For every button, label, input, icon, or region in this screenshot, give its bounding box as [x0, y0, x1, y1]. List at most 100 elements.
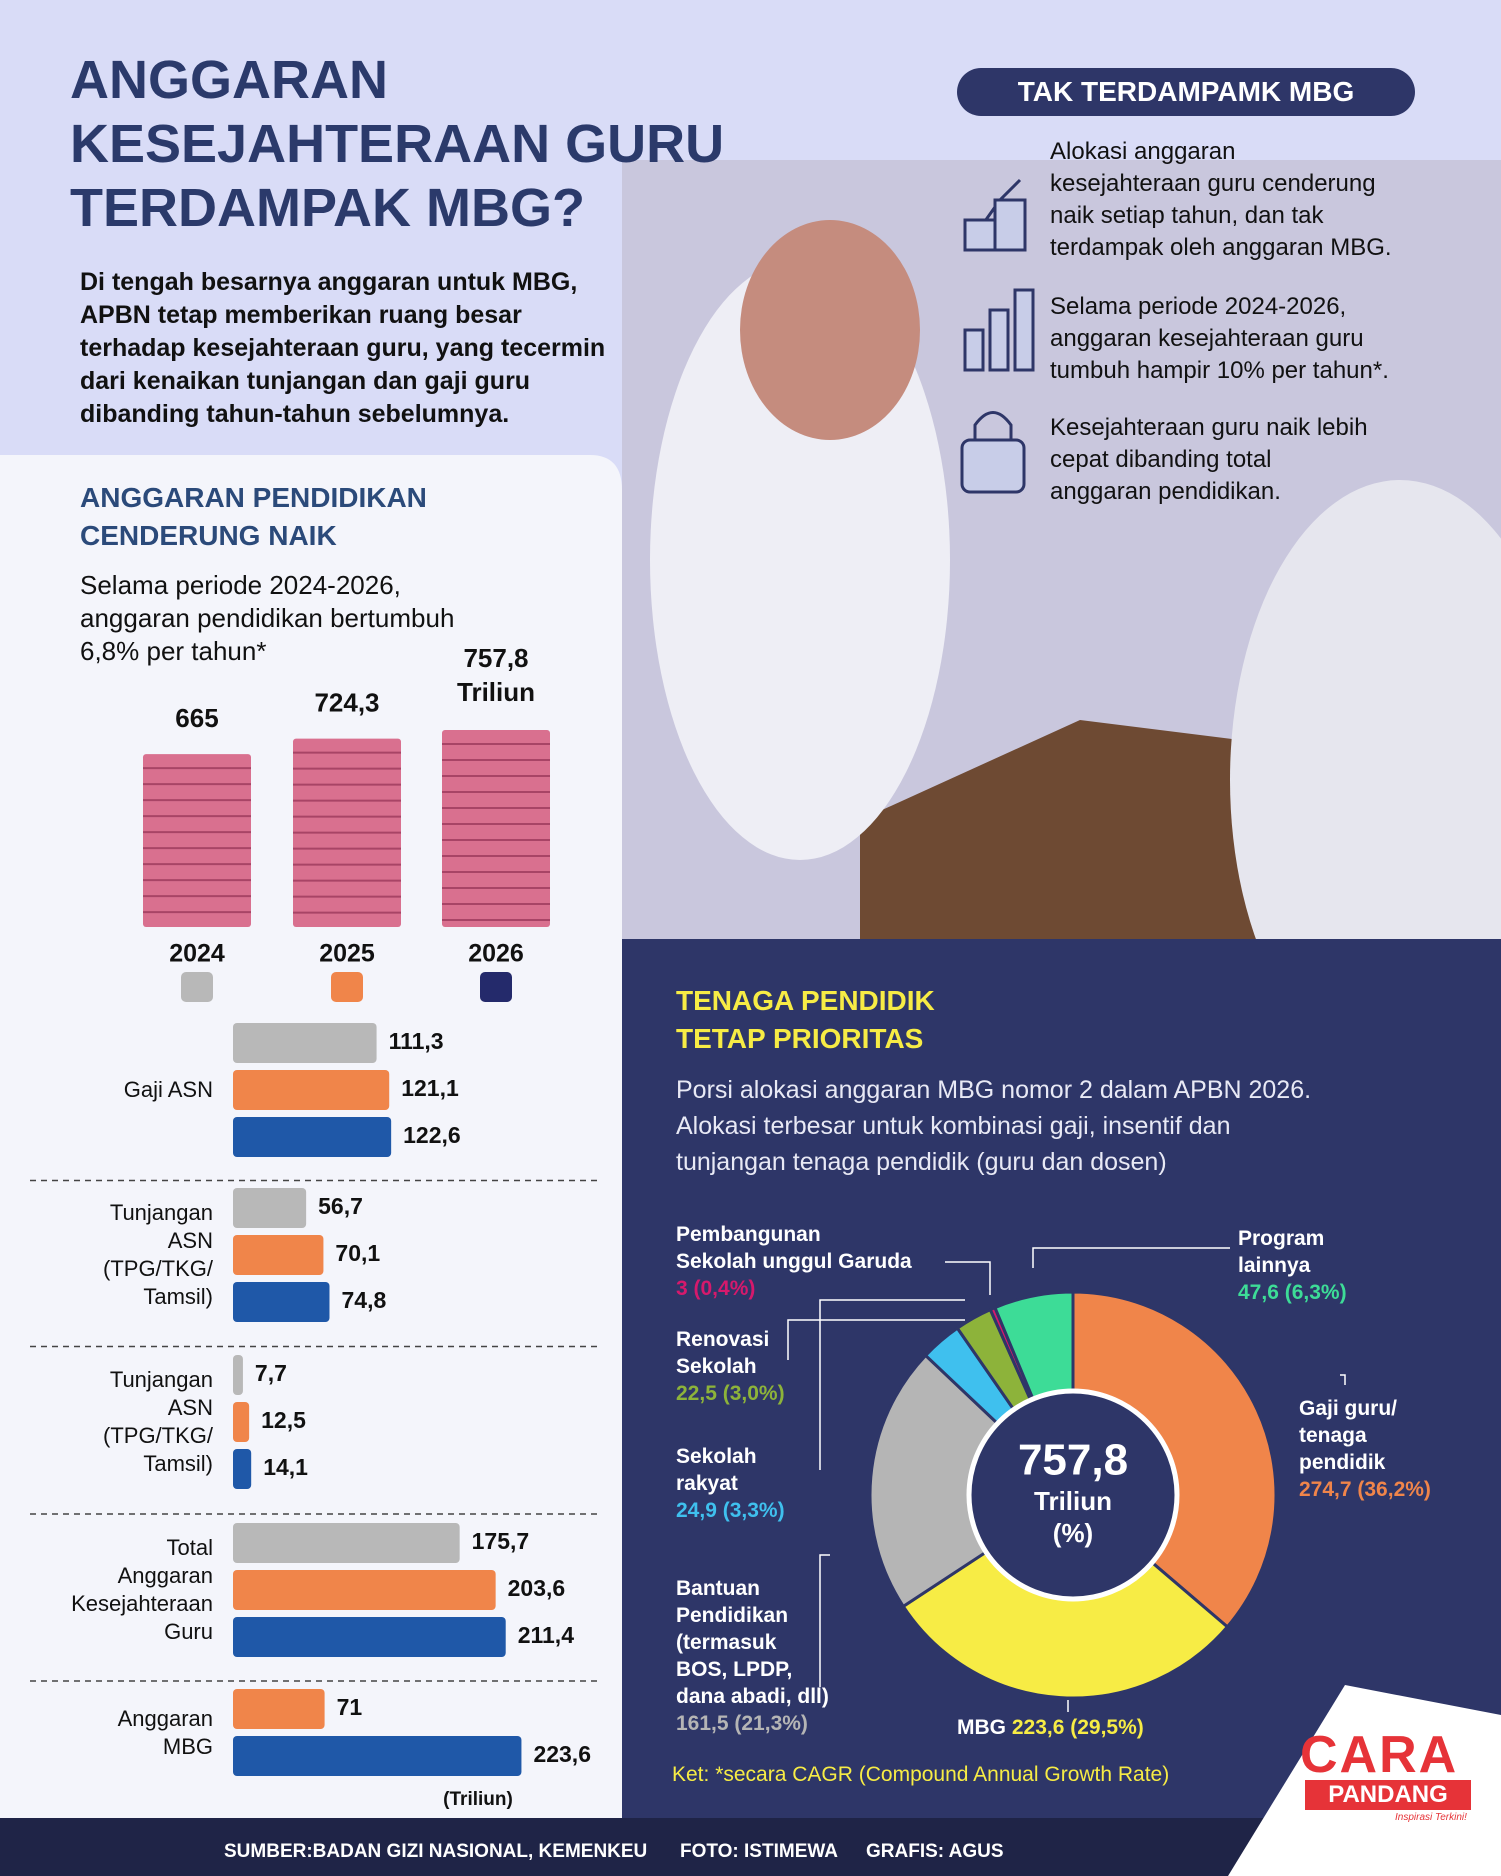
unit-label: (Triliun): [443, 1789, 513, 1810]
pie-title: TENAGA PENDIDIK TETAP PRIORITAS: [676, 985, 935, 1054]
highlight-item: Kesejahteraan guru naik lebih cepat diba…: [1050, 414, 1368, 505]
legend-swatch: [480, 972, 512, 1002]
pie-label: Gaji guru/ tenaga pendidik 274,7 (36,2%): [1299, 1395, 1431, 1503]
highlight-item: Selama periode 2024-2026, anggaran kesej…: [1050, 293, 1389, 384]
bar-label: 7,7: [255, 1360, 287, 1386]
icon-coins-2: [993, 198, 1027, 252]
category-label: Total Anggaran Kesejahteraan Guru: [71, 1535, 213, 1644]
icon-bar-2: [988, 308, 1010, 372]
icons: [960, 178, 1035, 494]
total-label: 757,8: [463, 643, 528, 673]
bar: [233, 1117, 392, 1157]
category-label: Anggaran MBG: [117, 1705, 213, 1759]
icon-coins: [963, 218, 997, 252]
bar: [233, 1523, 460, 1563]
highlight-item: Alokasi anggaran kesejahteraan guru cend…: [1050, 138, 1392, 261]
bar-label: 111,3: [389, 1028, 444, 1054]
donut-hole: [966, 1388, 1180, 1602]
intro: Di tengah besarnya anggaran untuk MBG, A…: [80, 268, 606, 428]
center-unit: Triliun: [1034, 1486, 1112, 1516]
leader-line: [819, 1299, 965, 1470]
pie-value: 22,5 (3,0%): [676, 1382, 785, 1405]
pie-category: Program lainnya: [1238, 1227, 1325, 1277]
leader-line: [945, 1261, 991, 1295]
money-stack: [442, 729, 550, 927]
legend-swatch: [181, 972, 213, 1002]
pie-label: Sekolah rakyat 24,9 (3,3%): [676, 1443, 785, 1524]
total-label: 665: [175, 703, 218, 733]
pie-value: 3 (0,4%): [676, 1277, 756, 1300]
bar-label: 70,1: [335, 1240, 380, 1266]
bar: [233, 1617, 506, 1657]
footer-photo: FOTO: ISTIMEWA: [680, 1841, 838, 1862]
center-label: 757,8: [1018, 1436, 1128, 1485]
icon-lock: [960, 438, 1026, 494]
legend-label: 2026: [468, 940, 524, 968]
pie-label: Program lainnya 47,6 (6,3%): [1238, 1225, 1347, 1306]
bar-label: 175,7: [472, 1528, 530, 1554]
pie-category: Pembangunan Sekolah unggul Garuda: [676, 1223, 912, 1273]
center-note: (%): [1053, 1518, 1093, 1548]
bar-label: 121,1: [401, 1075, 459, 1101]
highlight-title: TAK TERDAMPAMK MBG: [1017, 76, 1355, 107]
logo-line2: PANDANG: [1305, 1780, 1471, 1810]
title: ANGGARAN KESEJAHTERAAN GURU TERDAMPAK MB…: [70, 50, 725, 238]
pie-label: Renovasi Sekolah 22,5 (3,0%): [676, 1326, 785, 1407]
pie-note: Ket: *secara CAGR (Compound Annual Growt…: [672, 1763, 1170, 1786]
pie-slice: [1071, 1290, 1278, 1629]
bar-subtitle: Selama periode 2024-2026, anggaran pendi…: [80, 570, 455, 666]
pie-category: Gaji guru/ tenaga pendidik: [1299, 1397, 1398, 1474]
legend-label: 2025: [319, 940, 375, 968]
bar: [233, 1355, 243, 1395]
leader-line: [787, 1319, 965, 1360]
pie-value: 24,9 (3,3%): [676, 1499, 785, 1522]
pie-value: 223,6 (29,5%): [1011, 1716, 1144, 1739]
pie-category: Renovasi Sekolah: [676, 1328, 770, 1378]
pie-subtitle: Porsi alokasi anggaran MBG nomor 2 dalam…: [676, 1076, 1312, 1176]
category-label: Tunjangan ASN (TPG/TKG/ Tamsil): [103, 1200, 213, 1309]
total-unit: Triliun: [457, 677, 535, 707]
bar-label: 122,6: [403, 1122, 461, 1148]
icon-bar-3: [1013, 288, 1035, 372]
logo-line1: CARA: [1300, 1726, 1459, 1784]
icon-bar-1: [963, 328, 985, 372]
bar-label: 203,6: [508, 1575, 566, 1601]
bar: [233, 1736, 522, 1776]
footer-graphics: GRAFIS: AGUS: [866, 1841, 1004, 1862]
bar-label: 211,4: [518, 1622, 574, 1648]
leader-line: [1032, 1247, 1230, 1268]
bar-title: ANGGARAN PENDIDIKAN CENDERUNG NAIK: [80, 482, 427, 551]
bar-label: 71: [337, 1694, 363, 1720]
bar: [233, 1282, 330, 1322]
category-label: Gaji ASN: [123, 1077, 213, 1102]
pie-category: Sekolah rakyat: [676, 1445, 757, 1495]
money-stack: [143, 754, 251, 927]
pie-category: MBG: [957, 1716, 1006, 1739]
pie-label: Bantuan Pendidikan (termasuk BOS, LPDP, …: [676, 1575, 829, 1737]
logo-tagline: Inspirasi Terkini!: [1395, 1812, 1467, 1823]
highlight-pill: [957, 68, 1415, 116]
bar: [233, 1070, 390, 1110]
pie-value: 161,5 (21,3%): [676, 1712, 808, 1735]
bar-label: 56,7: [318, 1193, 363, 1219]
bar: [233, 1689, 325, 1729]
bar: [233, 1449, 252, 1489]
leader-line: [819, 1554, 830, 1687]
leader-line: [1340, 1374, 1346, 1385]
pie-label: MBG 223,6 (29,5%): [957, 1714, 1144, 1741]
photo-hijab: [740, 220, 920, 440]
category-label: Tunjangan ASN (TPG/TKG/ Tamsil): [103, 1367, 213, 1476]
footer-source: SUMBER:BADAN GIZI NASIONAL, KEMENKEU: [224, 1841, 648, 1862]
bar: [233, 1570, 496, 1610]
icon-lock-shackle: [973, 411, 1013, 440]
bar: [233, 1402, 250, 1442]
bar-label: 223,6: [533, 1741, 591, 1767]
legend-label: 2024: [169, 940, 225, 968]
bar: [233, 1235, 324, 1275]
photo-student: [1230, 480, 1501, 1080]
pie-value: 47,6 (6,3%): [1238, 1281, 1347, 1304]
pie-value: 274,7 (36,2%): [1299, 1478, 1431, 1501]
pie-label: Pembangunan Sekolah unggul Garuda 3 (0,4…: [676, 1221, 912, 1302]
